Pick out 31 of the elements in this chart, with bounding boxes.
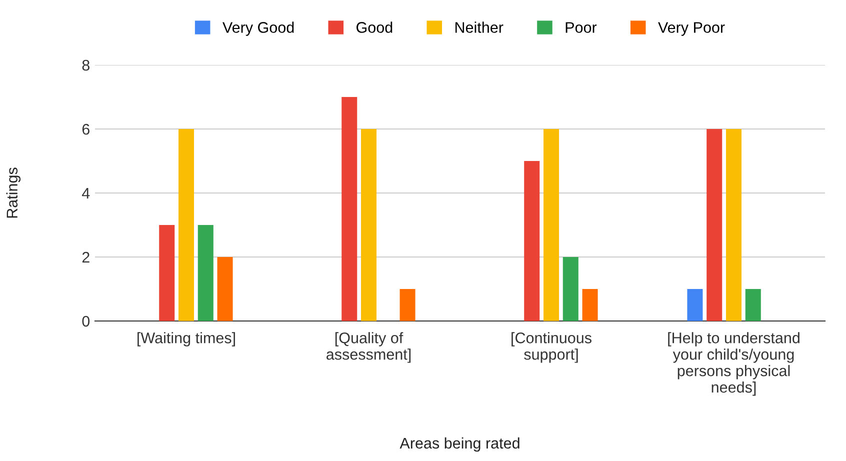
bar	[178, 129, 194, 321]
legend-label: Poor	[566, 22, 597, 33]
x-tick-label: [Help to understand your child's/young persons physical needs]	[668, 332, 800, 396]
y-tick-label: 8	[82, 60, 90, 71]
y-tick-label: 0	[82, 316, 90, 327]
bar	[543, 129, 560, 321]
y-tick-label: 6	[82, 124, 90, 135]
x-tick-label: [Waiting times]	[138, 332, 235, 346]
bar	[159, 225, 175, 321]
bar	[706, 129, 722, 321]
bar	[582, 289, 598, 321]
bar	[217, 257, 233, 321]
bar	[198, 225, 214, 321]
bar	[360, 129, 377, 321]
x-tick-label: [Continuous support]	[512, 332, 592, 363]
legend-label: Very Poor	[658, 22, 725, 36]
legend-label: Good	[356, 22, 392, 33]
bar	[745, 289, 761, 321]
x-axis-title: Areas being rated	[400, 437, 520, 452]
bar	[342, 97, 358, 321]
bar	[562, 257, 578, 321]
legend-label: Neither	[455, 22, 504, 33]
bar	[687, 289, 703, 321]
bar	[524, 161, 540, 321]
y-tick-label: 2	[82, 252, 90, 263]
bar	[400, 289, 416, 321]
bar	[726, 129, 742, 321]
y-tick-label: 4	[82, 188, 90, 199]
legend-label: Very Good	[222, 22, 294, 36]
y-axis-title: Ratings	[6, 168, 21, 218]
x-tick-label: [Quality of assessment]	[326, 332, 411, 363]
